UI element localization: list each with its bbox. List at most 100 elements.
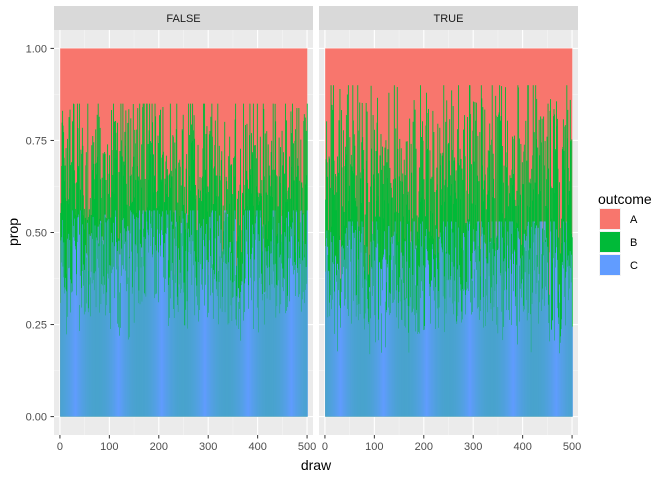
bar-segment-C — [389, 315, 391, 417]
bar-segment-C — [236, 296, 238, 417]
bar-segment-C — [346, 227, 348, 417]
bar-segment-C — [212, 292, 214, 417]
legend-label-B: B — [630, 237, 637, 249]
bar-segment-C — [290, 258, 291, 417]
bar-segment-C — [265, 291, 267, 417]
bar-segment-C — [549, 341, 550, 417]
bar-segment-B — [461, 168, 463, 417]
bar-segment-C — [111, 232, 112, 417]
bar-segment-C — [483, 327, 485, 417]
bar-segment-C — [175, 282, 177, 417]
bar-segment-C — [93, 273, 95, 417]
bar-segment-C — [351, 323, 353, 417]
bar-segment-B — [551, 188, 553, 417]
bar-segment-C — [482, 227, 484, 417]
bar-segment-C — [116, 269, 117, 417]
bar-segment-C — [167, 214, 169, 417]
bar-segment-C — [249, 277, 251, 417]
bar-segment-C — [230, 305, 232, 417]
bar-segment-C — [442, 296, 444, 417]
bar-segment-C — [437, 269, 439, 417]
bar-segment-B — [194, 198, 196, 417]
bar-segment-C — [76, 274, 78, 417]
bar-segment-B — [502, 226, 504, 417]
bar-segment-C — [497, 333, 499, 417]
bar-segment-C — [416, 309, 418, 417]
bar-segment-B — [506, 167, 507, 417]
bar-segment-C — [145, 296, 147, 417]
bar-segment-C — [235, 319, 237, 417]
bar-segment-C — [341, 274, 343, 417]
bar-segment-B — [279, 183, 281, 417]
bar-segment-C — [135, 271, 137, 417]
bar-segment-C — [522, 279, 524, 417]
bar-segment-C — [569, 288, 571, 417]
bar-segment-C — [485, 326, 487, 417]
bar-segment-C — [223, 262, 225, 417]
bar-segment-C — [206, 259, 208, 417]
bar-segment-C — [306, 210, 308, 417]
bar-segment-C — [292, 210, 294, 417]
bar-segment-B — [338, 120, 340, 417]
bar-segment-C — [150, 245, 152, 417]
bar-segment-C — [548, 304, 549, 417]
bar-segment-C — [184, 325, 186, 417]
bar-segment-C — [178, 248, 180, 417]
facet-label-false: FALSE — [166, 13, 200, 25]
legend-swatch-C — [600, 255, 620, 275]
bar-segment-C — [535, 293, 537, 417]
bar-segment-C — [426, 249, 427, 417]
bar-segment-C — [474, 251, 476, 417]
bar-segment-C — [518, 231, 520, 417]
bar-segment-C — [463, 232, 464, 417]
bar-segment-C — [359, 313, 361, 417]
bar-segment-C — [221, 311, 223, 417]
bar-segment-C — [553, 258, 554, 417]
bar-segment-C — [214, 238, 216, 417]
bar-segment-C — [62, 266, 64, 417]
bar-segment-C — [110, 265, 112, 417]
bar-segment-C — [252, 224, 254, 417]
bar-segment-C — [178, 284, 180, 417]
bar-segment-C — [471, 312, 473, 417]
bar-segment-C — [396, 245, 398, 417]
bar-segment-B — [370, 186, 372, 417]
bar-segment-C — [353, 300, 355, 417]
bar-segment-C — [275, 317, 277, 417]
bar-segment-C — [337, 263, 338, 417]
bar-segment-C — [529, 259, 531, 417]
bar-segment-C — [434, 287, 436, 417]
bar-segment-C — [515, 296, 517, 417]
bar-segment-C — [129, 258, 131, 417]
bar-segment-C — [124, 228, 126, 417]
bar-segment-C — [211, 212, 213, 417]
bar-segment-C — [141, 247, 143, 417]
bar-segment-C — [512, 253, 514, 417]
bar-segment-C — [125, 231, 127, 417]
bar-segment-C — [346, 245, 348, 417]
bar-segment-C — [256, 210, 258, 417]
bar-segment-C — [248, 308, 249, 417]
bar-segment-C — [437, 291, 439, 417]
bar-segment-C — [347, 308, 349, 417]
bar-segment-C — [277, 285, 279, 417]
bar-segment-C — [363, 318, 365, 417]
bar-segment-C — [199, 223, 200, 417]
bar-segment-C — [337, 351, 339, 417]
bar-segment-B — [424, 238, 426, 417]
bar-segment-C — [326, 238, 328, 417]
bar-segment-C — [266, 298, 268, 417]
bar-segment-C — [464, 289, 466, 417]
bar-segment-C — [498, 248, 500, 417]
bar-segment-C — [355, 316, 357, 417]
bar-segment-C — [502, 340, 504, 417]
bar-segment-C — [525, 240, 527, 417]
y-tick-label: 1.00 — [26, 43, 47, 55]
bar-segment-C — [82, 224, 84, 417]
bar-segment-C — [155, 294, 157, 417]
bar-segment-C — [529, 248, 531, 417]
bar-segment-C — [466, 281, 468, 417]
bar-segment-B — [407, 191, 409, 417]
bar-segment-C — [188, 252, 190, 417]
bar-segment-C — [462, 289, 464, 417]
